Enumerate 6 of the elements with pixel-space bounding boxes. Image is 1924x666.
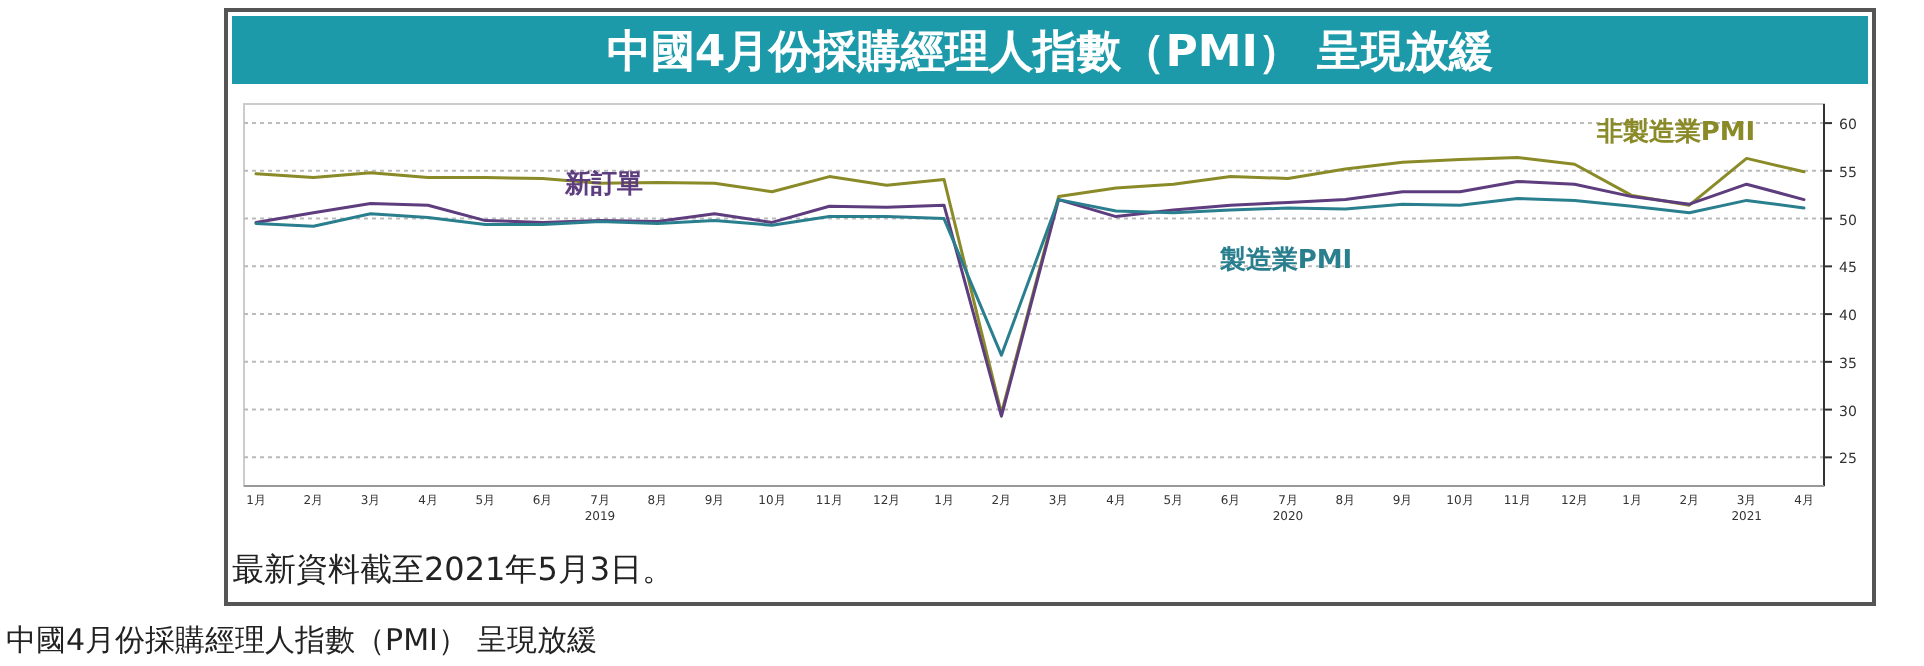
line-series — [254, 197, 1806, 357]
chart-title: 中國4月份採購經理人指數（PMI） 呈現放緩 — [606, 28, 1494, 78]
series-label: 非製造業PMI — [1594, 118, 1756, 148]
series-label: 製造業PMI — [1217, 246, 1353, 276]
text: 最新資料截至2021年5月3日。 — [232, 550, 675, 588]
text: 中國4月份採購經理人指數（PMI） 呈現放緩 — [6, 622, 598, 658]
